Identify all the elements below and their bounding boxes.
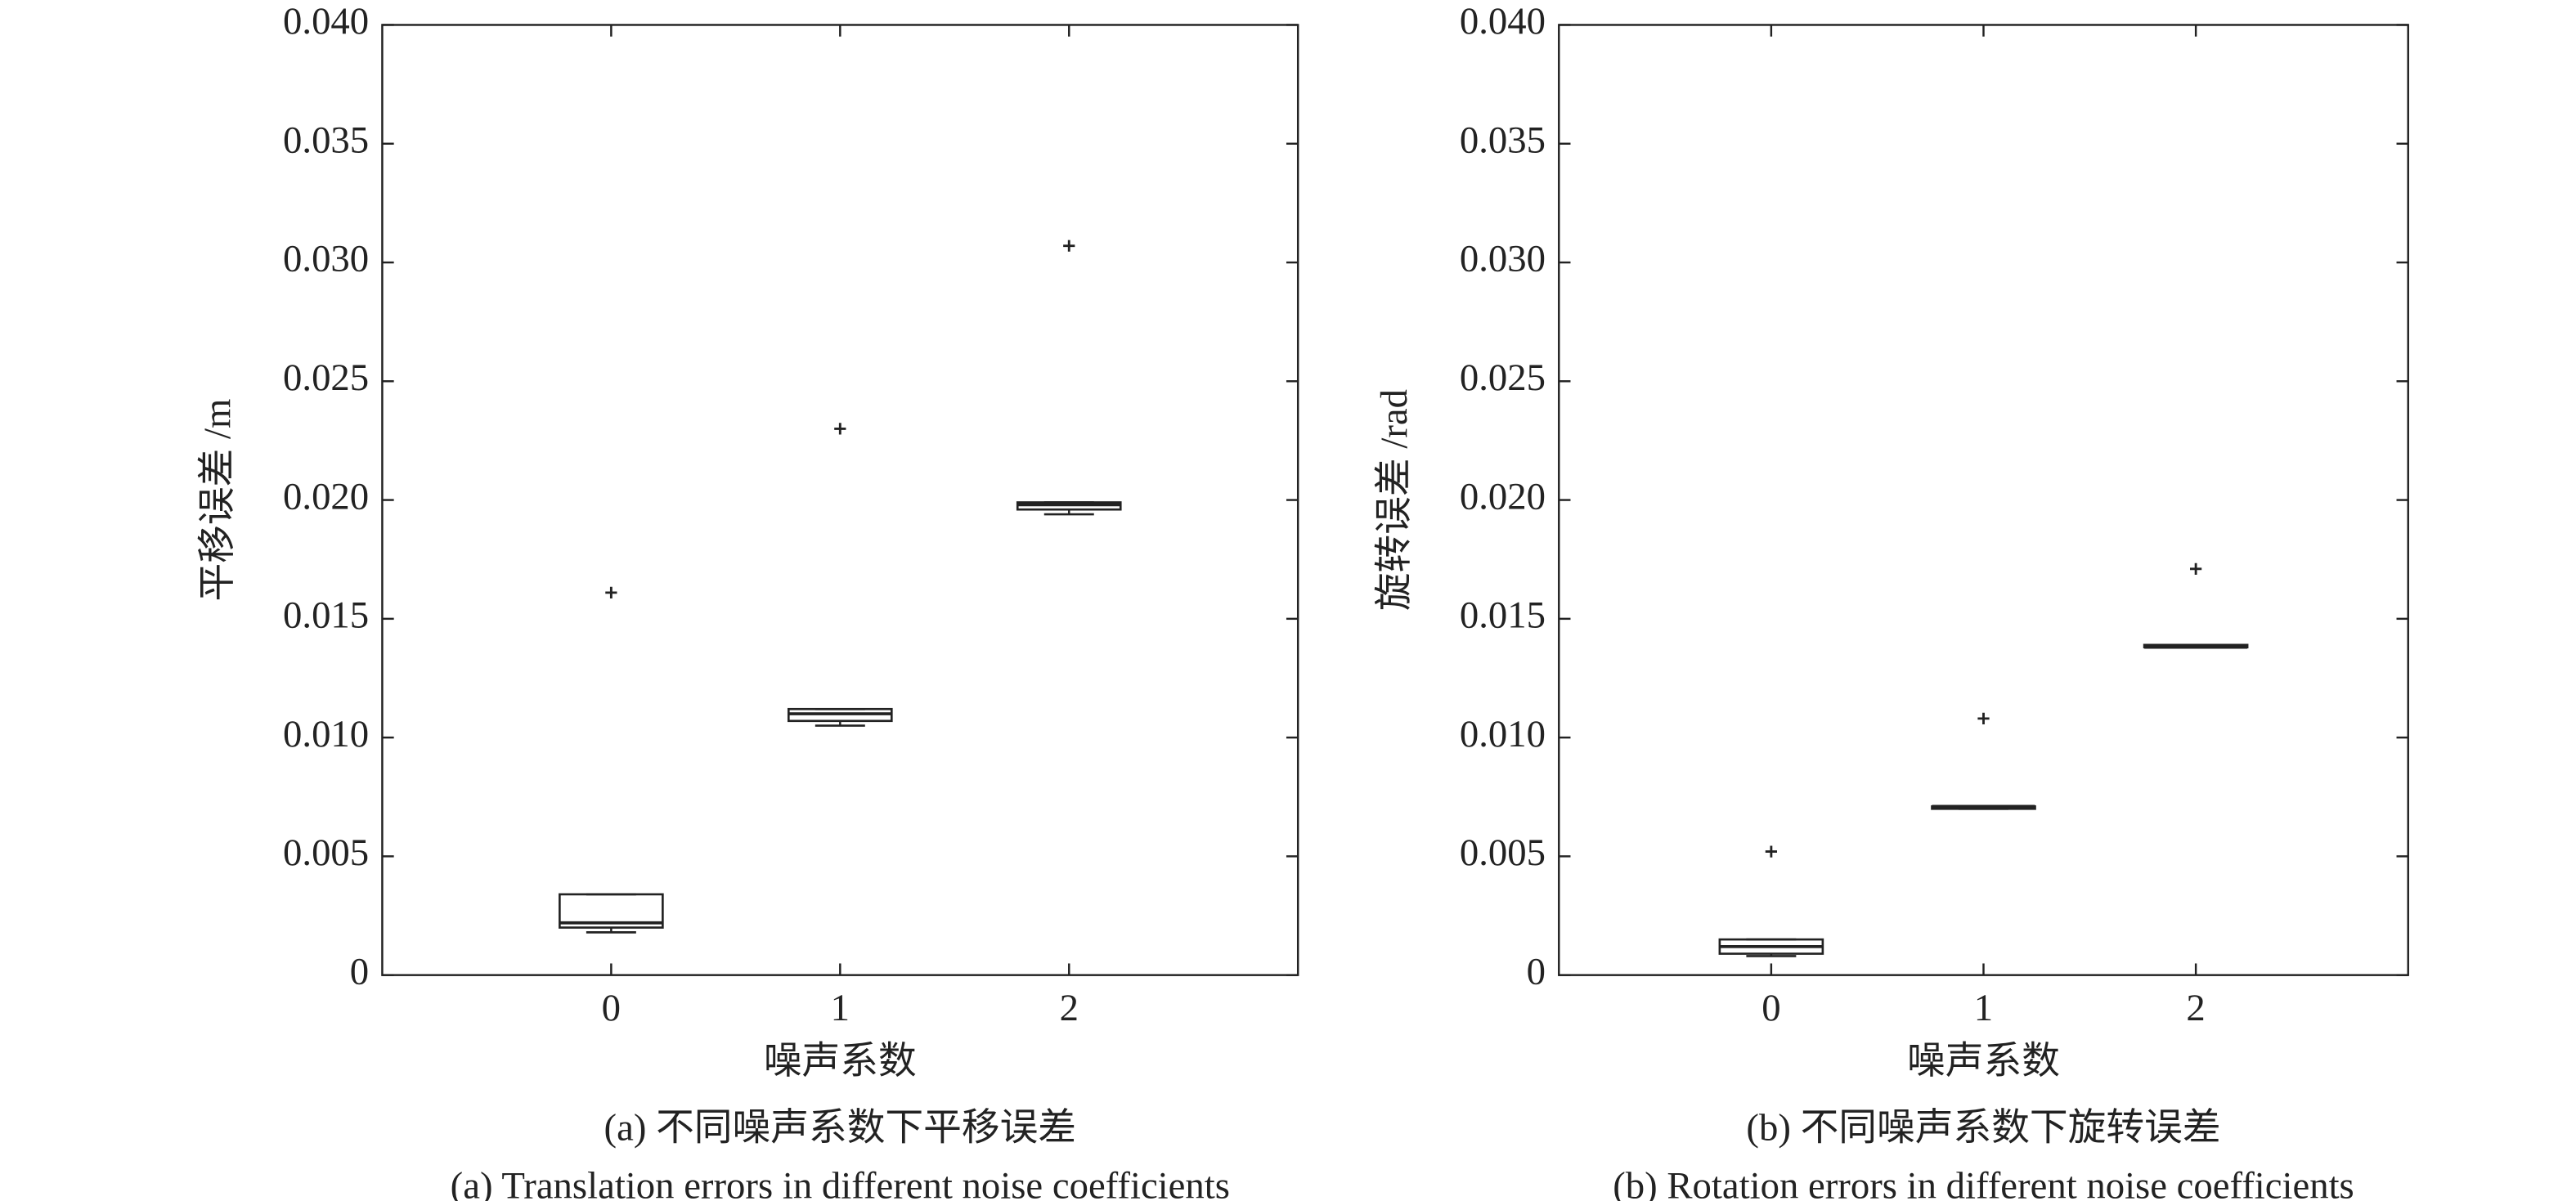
y-tick-label: 0.040	[283, 0, 369, 43]
y-tick-label: 0.025	[1460, 356, 1546, 399]
x-axis-label: 噪声系数	[764, 1040, 917, 1082]
x-tick-label: 1	[1974, 987, 1993, 1029]
outlier	[605, 586, 617, 599]
y-tick-label: 0.010	[283, 713, 369, 755]
y-axis-label: 平移误差 /m	[196, 399, 239, 602]
y-tick-label: 0.005	[1460, 831, 1546, 874]
x-axis-label: 噪声系数	[1907, 1040, 2060, 1082]
y-tick-label: 0.035	[1460, 119, 1546, 161]
caption-en: (a) Translation errors in different nois…	[451, 1164, 1230, 1201]
box-group	[559, 586, 664, 934]
x-tick-label: 0	[602, 987, 621, 1029]
y-axis-label: 旋转误差 /rad	[1373, 389, 1416, 611]
y-tick-label: 0.030	[283, 238, 369, 280]
outlier	[834, 423, 846, 435]
y-tick-label: 0.025	[283, 356, 369, 399]
plot-frame	[1558, 24, 2409, 976]
y-tick-label: 0	[1527, 950, 1546, 993]
box-group	[1931, 712, 2036, 810]
caption-en: (b) Rotation errors in different noise c…	[1613, 1164, 2354, 1201]
outlier	[1765, 845, 1777, 858]
outlier	[2190, 562, 2202, 575]
y-tick-label: 0.005	[283, 831, 369, 874]
y-tick-label: 0.015	[283, 594, 369, 637]
box	[559, 893, 664, 929]
y-tick-label: 0.015	[1460, 594, 1546, 637]
y-tick-label: 0.030	[1460, 238, 1546, 280]
y-tick-label: 0.040	[1460, 0, 1546, 43]
box-group	[1718, 845, 1824, 957]
y-tick-label: 0.020	[1460, 475, 1546, 518]
y-tick-label: 0.010	[1460, 713, 1546, 755]
x-tick-label: 0	[1761, 987, 1780, 1029]
box-group	[2143, 562, 2249, 649]
caption: (a) 不同噪声系数下平移误差	[604, 1106, 1077, 1149]
y-tick-label: 0.035	[283, 119, 369, 161]
caption: (b) 不同噪声系数下旋转误差	[1746, 1106, 2220, 1149]
plot-frame	[381, 24, 1299, 976]
y-tick-label: 0	[350, 950, 369, 993]
box-group	[1016, 240, 1122, 516]
x-tick-label: 2	[1060, 987, 1079, 1029]
y-tick-label: 0.020	[283, 475, 369, 518]
box-group	[787, 423, 893, 727]
outlier	[1063, 240, 1075, 252]
x-tick-label: 1	[831, 987, 850, 1029]
x-tick-label: 2	[2186, 987, 2205, 1029]
outlier	[1977, 712, 1990, 724]
